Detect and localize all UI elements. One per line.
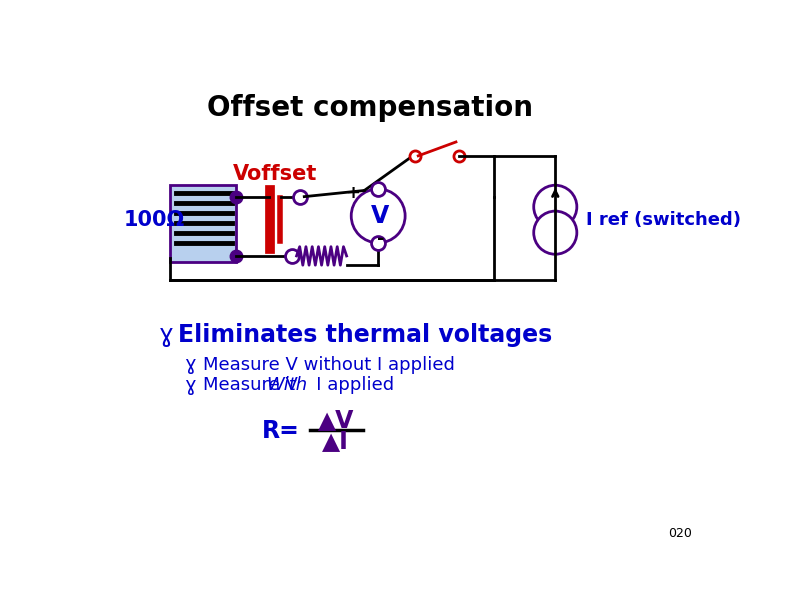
Text: Voffset: Voffset (233, 163, 317, 184)
Text: Eliminates thermal voltages: Eliminates thermal voltages (178, 323, 552, 347)
Text: ɣ: ɣ (159, 323, 174, 347)
Text: -: - (377, 230, 384, 248)
Text: R=: R= (262, 419, 299, 444)
Text: Measure V without I applied: Measure V without I applied (204, 356, 455, 373)
Text: Offset compensation: Offset compensation (208, 94, 534, 122)
Text: V: V (371, 204, 389, 228)
Circle shape (534, 185, 577, 228)
Text: ▲V: ▲V (318, 408, 354, 432)
Text: 100Ω: 100Ω (124, 210, 185, 230)
Text: I applied: I applied (299, 376, 394, 394)
Circle shape (351, 189, 406, 243)
Text: ▲I: ▲I (322, 430, 349, 453)
Text: I ref (switched): I ref (switched) (586, 211, 741, 229)
Text: +: + (345, 184, 360, 202)
Text: With: With (267, 376, 307, 394)
Circle shape (534, 211, 577, 254)
Text: ɣ: ɣ (184, 355, 196, 374)
Text: 020: 020 (668, 528, 692, 540)
Text: ɣ: ɣ (184, 376, 196, 395)
Text: Measure V: Measure V (204, 376, 299, 394)
Bar (170, 185, 236, 262)
